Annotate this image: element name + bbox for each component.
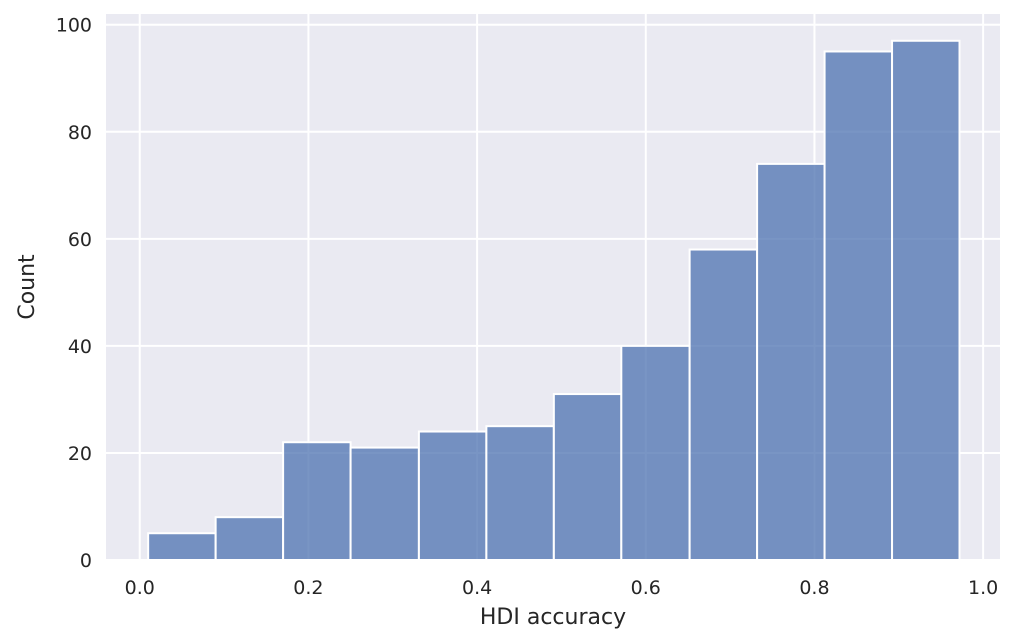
x-axis-ticks: 0.0 0.2 0.4 0.6 0.8 1.0 [125,577,999,599]
x-axis-label: HDI accuracy [480,605,626,630]
x-tick-label: 0.6 [631,577,661,599]
x-tick-label: 0.0 [125,577,155,599]
bar-2 [282,441,352,561]
x-tick-label: 0.8 [799,577,829,599]
bar-9 [756,162,826,561]
y-axis-ticks: 0 20 40 60 80 100 [56,15,92,572]
x-tick-label: 1.0 [968,577,998,599]
bar-3 [349,446,420,561]
bar-0 [147,532,217,561]
x-tick-label: 0.4 [462,577,492,599]
bar-1 [214,516,285,561]
y-tick-label: 40 [68,336,92,358]
y-tick-label: 100 [56,15,92,37]
bar-7 [620,344,691,561]
histogram-bars [147,39,961,562]
y-tick-label: 60 [68,229,92,251]
bar-6 [552,393,623,562]
bar-11 [891,39,961,561]
y-axis-label: Count [15,254,40,320]
bar-10 [823,50,894,562]
bar-4 [417,430,488,561]
bar-8 [688,248,759,561]
x-tick-label: 0.2 [293,577,323,599]
y-tick-label: 0 [80,550,92,572]
y-tick-label: 80 [68,122,92,144]
y-tick-label: 20 [68,443,92,465]
bar-5 [485,425,555,562]
